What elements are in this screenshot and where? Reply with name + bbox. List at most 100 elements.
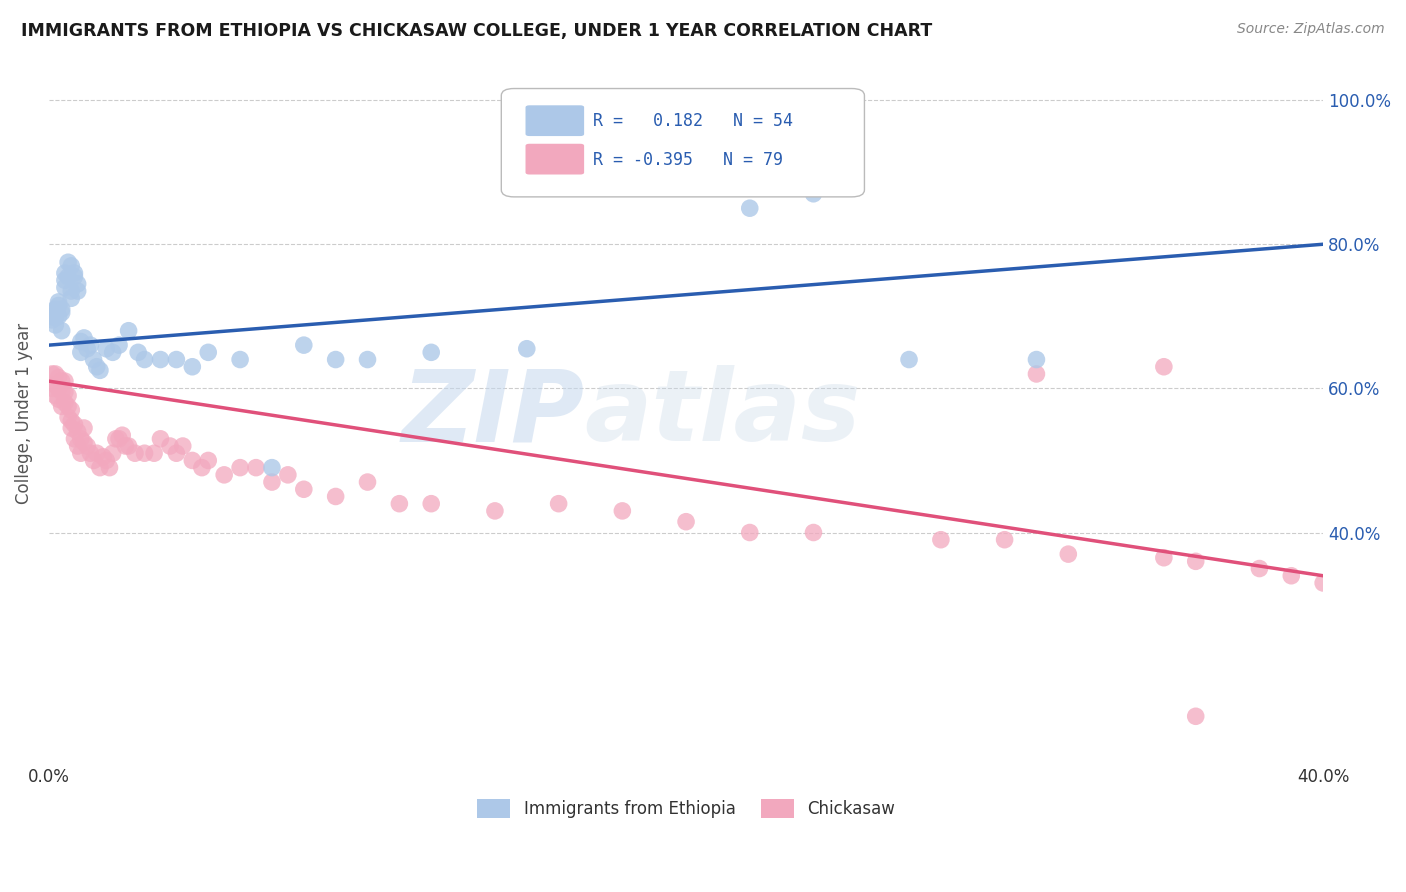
Text: atlas: atlas bbox=[583, 365, 860, 462]
Point bbox=[53, 374, 76, 388]
Point bbox=[98, 460, 121, 475]
Point bbox=[53, 396, 76, 410]
Point bbox=[181, 453, 204, 467]
Point bbox=[51, 384, 73, 399]
Point bbox=[79, 446, 101, 460]
Point bbox=[69, 345, 91, 359]
Point bbox=[48, 298, 70, 312]
Point bbox=[738, 525, 761, 540]
FancyBboxPatch shape bbox=[526, 105, 583, 136]
Point bbox=[60, 284, 83, 298]
Point bbox=[260, 460, 283, 475]
Point bbox=[44, 388, 66, 402]
Point bbox=[41, 313, 63, 327]
Point bbox=[53, 273, 76, 287]
Point bbox=[44, 377, 66, 392]
Point bbox=[51, 374, 73, 388]
FancyBboxPatch shape bbox=[526, 144, 583, 175]
Point bbox=[63, 432, 86, 446]
Point bbox=[260, 475, 283, 489]
Point bbox=[101, 345, 124, 359]
Point bbox=[60, 291, 83, 305]
Point bbox=[1153, 359, 1175, 374]
Point bbox=[738, 201, 761, 215]
Point bbox=[41, 381, 63, 395]
Point bbox=[420, 497, 443, 511]
Point bbox=[63, 269, 86, 284]
Point bbox=[89, 363, 111, 377]
Point bbox=[41, 367, 63, 381]
Point bbox=[51, 302, 73, 317]
Point bbox=[172, 439, 194, 453]
Point bbox=[56, 410, 79, 425]
Point bbox=[165, 352, 187, 367]
Point bbox=[66, 439, 89, 453]
Point bbox=[63, 266, 86, 280]
Point bbox=[63, 417, 86, 432]
Point bbox=[212, 467, 235, 482]
Point bbox=[76, 439, 98, 453]
Point bbox=[245, 460, 267, 475]
Point bbox=[1249, 561, 1271, 575]
Point bbox=[53, 266, 76, 280]
Legend: Immigrants from Ethiopia, Chickasaw: Immigrants from Ethiopia, Chickasaw bbox=[471, 792, 901, 825]
Point bbox=[675, 122, 697, 136]
Point bbox=[76, 342, 98, 356]
Point bbox=[134, 352, 156, 367]
Point bbox=[1025, 352, 1047, 367]
Point bbox=[60, 259, 83, 273]
Point bbox=[356, 475, 378, 489]
Point bbox=[197, 345, 219, 359]
Point bbox=[229, 352, 252, 367]
Point bbox=[44, 310, 66, 325]
Point bbox=[69, 446, 91, 460]
Point bbox=[96, 342, 118, 356]
Point bbox=[86, 359, 108, 374]
Point bbox=[83, 453, 105, 467]
Point bbox=[48, 370, 70, 384]
Point bbox=[48, 310, 70, 324]
Point bbox=[898, 352, 921, 367]
Point bbox=[66, 284, 89, 298]
Text: R =   0.182   N = 54: R = 0.182 N = 54 bbox=[593, 112, 793, 129]
Point bbox=[165, 446, 187, 460]
Point bbox=[56, 388, 79, 402]
Point bbox=[325, 352, 347, 367]
Text: Source: ZipAtlas.com: Source: ZipAtlas.com bbox=[1237, 22, 1385, 37]
FancyBboxPatch shape bbox=[502, 88, 865, 197]
Point bbox=[388, 497, 411, 511]
Point bbox=[612, 504, 634, 518]
Point bbox=[48, 381, 70, 395]
Point bbox=[51, 306, 73, 320]
Point bbox=[41, 310, 63, 324]
Point bbox=[516, 342, 538, 356]
Point bbox=[73, 421, 96, 435]
Point bbox=[803, 525, 825, 540]
Point bbox=[547, 497, 569, 511]
Point bbox=[149, 352, 172, 367]
Point bbox=[48, 294, 70, 309]
Point bbox=[117, 439, 139, 453]
Text: R = -0.395   N = 79: R = -0.395 N = 79 bbox=[593, 151, 783, 169]
Point bbox=[124, 446, 146, 460]
Point bbox=[484, 504, 506, 518]
Point bbox=[56, 269, 79, 284]
Point bbox=[1279, 568, 1302, 582]
Point bbox=[929, 533, 952, 547]
Point bbox=[60, 421, 83, 435]
Point bbox=[44, 367, 66, 381]
Point bbox=[108, 432, 131, 446]
Point bbox=[1312, 576, 1334, 591]
Point bbox=[229, 460, 252, 475]
Point bbox=[292, 338, 315, 352]
Point bbox=[66, 425, 89, 439]
Point bbox=[56, 255, 79, 269]
Point bbox=[51, 324, 73, 338]
Point bbox=[292, 483, 315, 497]
Point bbox=[803, 186, 825, 201]
Point bbox=[51, 400, 73, 414]
Point bbox=[89, 460, 111, 475]
Text: IMMIGRANTS FROM ETHIOPIA VS CHICKASAW COLLEGE, UNDER 1 YEAR CORRELATION CHART: IMMIGRANTS FROM ETHIOPIA VS CHICKASAW CO… bbox=[21, 22, 932, 40]
Point bbox=[994, 533, 1017, 547]
Point bbox=[134, 446, 156, 460]
